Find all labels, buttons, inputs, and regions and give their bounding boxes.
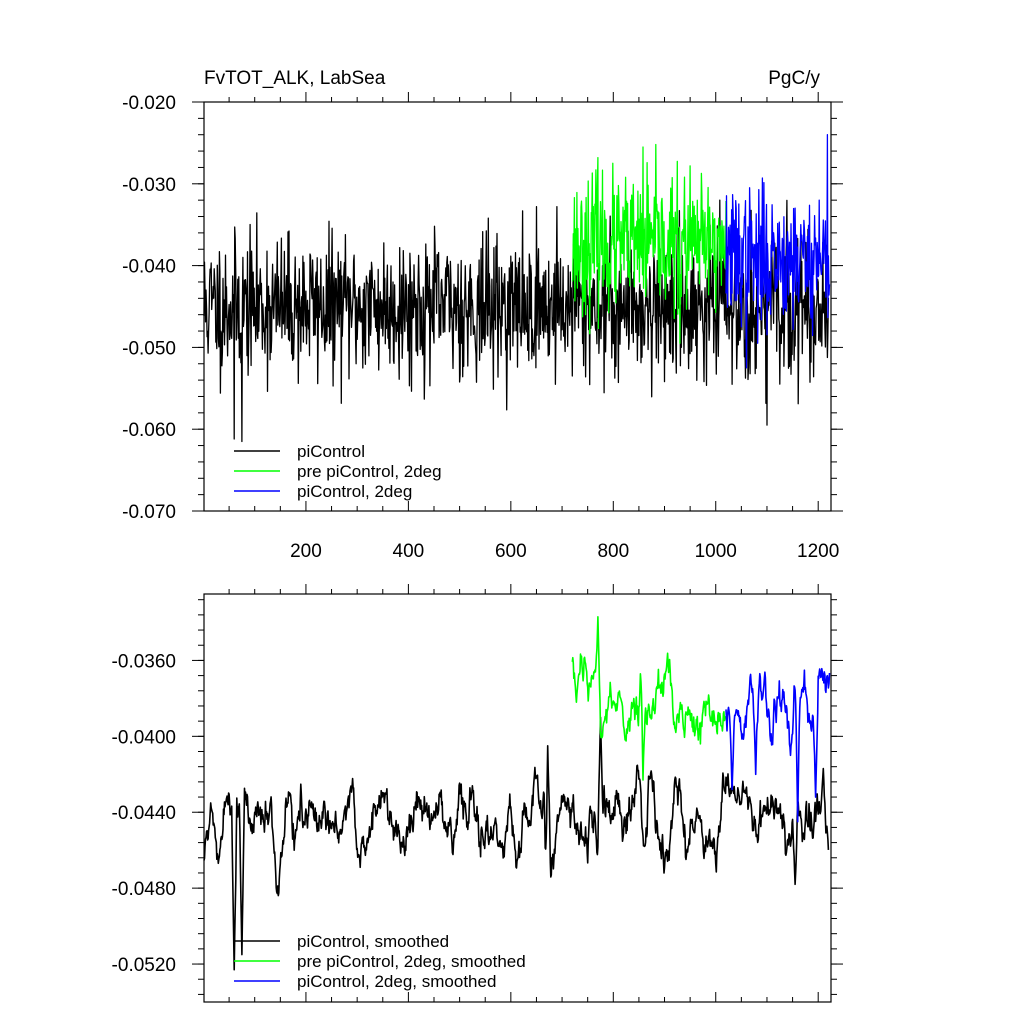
y-tick-label: -0.0480: [112, 879, 176, 900]
top-plot-frame: [203, 101, 832, 512]
bottom-series-group: [203, 616, 831, 971]
series-line-3: [725, 134, 831, 369]
top-axes: 200 400 600 800 1000 1200 -0.020 -0.030 -0.040 -0…: [122, 92, 843, 562]
y-tick-label: -0.0360: [112, 651, 176, 672]
y-tick-label: -0.030: [122, 175, 176, 196]
series-line-3: [725, 667, 831, 823]
bottom-axes: -0.0360 -0.0400 -0.0440 -0.0480 -0.0520: [112, 584, 843, 1002]
x-tick-label: 200: [290, 541, 322, 562]
legend-label-3: piControl, 2deg: [297, 482, 412, 501]
x-tick-label: 1200: [797, 541, 839, 562]
y-tick-label: -0.070: [122, 502, 176, 523]
y-tick-label: -0.060: [122, 420, 176, 441]
y-tick-label: -0.0440: [112, 803, 176, 824]
y-tick-label: -0.0400: [112, 727, 176, 748]
legend-label-2: pre piControl, 2deg: [297, 462, 442, 481]
bottom-panel: -0.0360 -0.0400 -0.0440 -0.0480 -0.0520 piCo…: [112, 584, 843, 1003]
chart-units-label: PgC/y: [768, 68, 820, 89]
legend-label-2: pre piControl, 2deg, smoothed: [297, 952, 526, 971]
top-series-group: [203, 134, 831, 443]
y-tick-label: -0.0520: [112, 955, 176, 976]
chart-title-left: FvTOT_ALK, LabSea: [204, 68, 386, 89]
x-tick-label: 1000: [695, 541, 737, 562]
series-line-1: [203, 199, 830, 443]
legend-label-1: piControl, smoothed: [297, 932, 449, 951]
legend-label-1: piControl: [297, 442, 365, 461]
x-tick-label: 400: [393, 541, 425, 562]
legend-label-3: piControl, 2deg, smoothed: [297, 972, 496, 991]
y-tick-label: -0.020: [122, 93, 176, 114]
y-tick-label: -0.040: [122, 257, 176, 278]
x-tick-label: 600: [495, 541, 527, 562]
series-line-2: [571, 616, 727, 781]
series-line-2: [571, 143, 727, 344]
x-tick-label: 800: [597, 541, 629, 562]
bottom-plot-frame: [203, 593, 832, 1003]
top-panel: FvTOT_ALK, LabSea PgC/y 200 400 600 800 1000…: [122, 68, 843, 562]
series-line-1: [203, 716, 830, 971]
y-tick-label: -0.050: [122, 338, 176, 359]
